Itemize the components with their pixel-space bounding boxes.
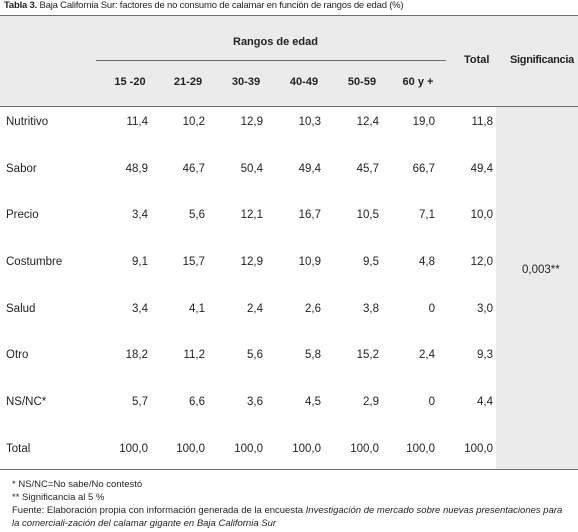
- age-column-header: 50-59: [347, 76, 377, 88]
- row-label: Costumbre: [6, 256, 63, 268]
- table-cell: 6,6: [189, 396, 205, 408]
- row-label: Sabor: [6, 163, 37, 175]
- table-cell: 12,1: [240, 209, 263, 221]
- table-cell: 19,0: [412, 116, 435, 128]
- table-cell: 100,0: [119, 443, 148, 455]
- table-cell: 0: [428, 303, 435, 315]
- table-cell: 5,6: [247, 349, 263, 361]
- table-cell: 49,4: [298, 163, 321, 175]
- table-cell: 9,1: [132, 256, 148, 268]
- row-total-cell: 9,3: [477, 349, 493, 361]
- table-cell: 3,6: [247, 396, 263, 408]
- note-nsnc: * NS/NC=No sabe/No contestó: [12, 479, 143, 490]
- table-cell: 3,8: [363, 303, 379, 315]
- table-cell: 12,9: [240, 116, 263, 128]
- row-label: Total: [6, 443, 31, 455]
- table-cell: 5,7: [132, 396, 148, 408]
- significance-value: 0,003**: [522, 264, 560, 276]
- significance-column-header: Significancia: [510, 54, 574, 66]
- total-column-header: Total: [464, 54, 490, 66]
- table-cell: 100,0: [406, 443, 435, 455]
- table-notes: * NS/NC=No sabe/No contestó ** Significa…: [12, 478, 572, 530]
- table-cell: 100,0: [176, 443, 205, 455]
- table-frame: [0, 15, 578, 470]
- age-range-group-header: Rangos de edad: [233, 36, 318, 48]
- table-cell: 100,0: [350, 443, 379, 455]
- row-label: Nutritivo: [6, 116, 49, 128]
- table-cell: 100,0: [292, 443, 321, 455]
- note-source: Fuente: Elaboración propia con informaci…: [12, 504, 572, 530]
- source-title: Investigación de mercado sobre nuevas pr…: [12, 505, 563, 529]
- row-total-cell: 100,0: [464, 443, 493, 455]
- table-cell: 2,4: [419, 349, 435, 361]
- row-total-cell: 4,4: [477, 396, 493, 408]
- table-cell: 5,8: [305, 349, 321, 361]
- caption-label: Tabla 3.: [4, 0, 38, 11]
- table-cell: 10,2: [182, 116, 205, 128]
- table-cell: 10,9: [298, 256, 321, 268]
- row-label: Precio: [6, 209, 39, 221]
- table-cell: 15,2: [356, 349, 379, 361]
- age-column-header: 30-39: [231, 76, 261, 88]
- table-cell: 11,2: [183, 349, 205, 361]
- row-total-cell: 10,0: [470, 209, 493, 221]
- table-cell: 9,5: [363, 256, 379, 268]
- age-column-header: 15 -20: [114, 76, 146, 88]
- table-cell: 2,9: [363, 396, 379, 408]
- table-cell: 45,7: [356, 163, 379, 175]
- table-cell: 48,9: [125, 163, 148, 175]
- row-total-cell: 12,0: [470, 256, 493, 268]
- table-cell: 3,4: [132, 303, 148, 315]
- table-cell: 7,1: [419, 209, 435, 221]
- row-label: NS/NC*: [6, 396, 47, 408]
- table-caption: Tabla 3. Baja California Sur: factores d…: [4, 0, 404, 12]
- header-bottom-rule: [0, 106, 578, 107]
- table-top-rule: [0, 15, 578, 16]
- table-cell: 5,6: [189, 209, 205, 221]
- source-prefix: Fuente: Elaboración propia con informaci…: [12, 505, 306, 516]
- table-cell: 4,8: [419, 256, 435, 268]
- table-cell: 10,5: [356, 209, 379, 221]
- row-total-cell: 11,8: [471, 116, 493, 128]
- table-cell: 3,4: [132, 209, 148, 221]
- age-column-header: 60 y +: [402, 76, 434, 88]
- table-cell: 2,6: [305, 303, 321, 315]
- row-total-cell: 49,4: [470, 163, 493, 175]
- table-cell: 16,7: [298, 209, 321, 221]
- age-column-header: 40-49: [289, 76, 319, 88]
- caption-text: Baja California Sur: factores de no cons…: [37, 0, 404, 11]
- table-cell: 100,0: [234, 443, 263, 455]
- table-cell: 4,5: [305, 396, 321, 408]
- note-significance: ** Significancia al 5 %: [12, 492, 105, 503]
- table-cell: 0: [428, 396, 435, 408]
- row-label: Salud: [6, 303, 36, 315]
- age-column-header: 21-29: [173, 76, 203, 88]
- table-cell: 66,7: [412, 163, 435, 175]
- table-cell: 12,4: [356, 116, 379, 128]
- table-cell: 11,4: [126, 116, 148, 128]
- table-body-area: [0, 106, 496, 470]
- table-cell: 15,7: [182, 256, 205, 268]
- table-cell: 18,2: [125, 349, 148, 361]
- table-bottom-rule: [0, 469, 578, 470]
- row-label: Otro: [6, 349, 29, 361]
- table-cell: 10,3: [298, 116, 321, 128]
- header-group-rule: [96, 60, 446, 61]
- table-cell: 2,4: [247, 303, 263, 315]
- table-cell: 12,9: [240, 256, 263, 268]
- table-cell: 50,4: [240, 163, 263, 175]
- row-total-cell: 3,0: [477, 303, 493, 315]
- table-cell: 4,1: [189, 303, 205, 315]
- table-cell: 46,7: [182, 163, 205, 175]
